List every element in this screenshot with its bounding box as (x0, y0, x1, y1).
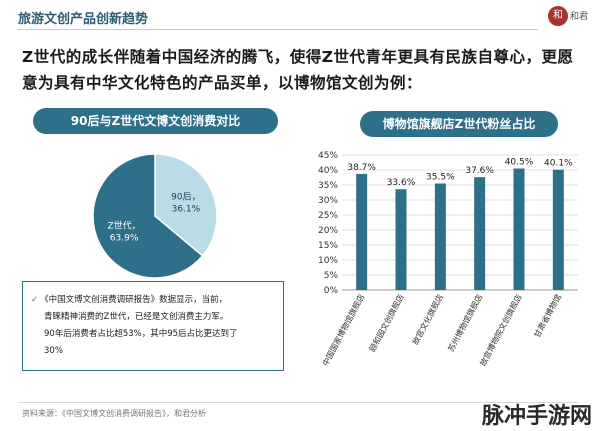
bar-value-label: 40.5% (505, 158, 534, 168)
note-box: ✓ 《中国文博文创消费调研报告》数据显示，当前， 青睐精神消费的Z世代，已经是文创… (22, 281, 284, 371)
note-line: 青睐精神消费的Z世代，已经是文创消费主力军。 (31, 309, 277, 326)
y-tick-label: 30% (318, 196, 338, 206)
y-tick-label: 20% (318, 226, 338, 236)
watermark: 脉冲手游网 (481, 404, 592, 429)
brand-logo-text: 和君 (570, 12, 589, 22)
note-line: 90年后消费者占比超53%，其中95后占比更达到了 (31, 326, 277, 343)
y-tick-label: 40% (318, 166, 338, 176)
note-line: 30% (31, 343, 277, 360)
note-line-text: 青睐精神消费的Z世代，已经是文创消费主力军。 (44, 312, 229, 322)
bar (395, 189, 407, 290)
y-tick-label: 15% (318, 241, 338, 251)
headline: Z世代的成长伴随着中国经济的腾飞，使得Z世代青年更具有民族自尊心，更愿意为具有中… (22, 48, 574, 92)
bar (434, 183, 446, 290)
bar-value-label: 38.7% (347, 163, 376, 173)
pie-slice-value: 36.1% (172, 205, 201, 215)
note-line-text: 90年后消费者占比超53%，其中95后占比更达到了 (44, 329, 238, 339)
x-category-label: 颐和园文创旗舰店 (367, 292, 406, 353)
x-category-label: 甘肃省博物馆 (532, 292, 563, 339)
x-category-label: 苏州博物馆旗舰店 (446, 292, 485, 353)
bar-value-label: 35.5% (426, 173, 455, 183)
y-tick-label: 5% (324, 271, 339, 281)
source-footnote: 资料来源：《中国文博文创消费调研报告》，和君分析 (22, 409, 206, 418)
pie-slice-label: 90后， (171, 192, 200, 203)
footer-divider (18, 402, 578, 403)
note-line-text: 《中国文博文创消费调研报告》数据显示，当前， (40, 295, 228, 305)
bar-value-label: 33.6% (387, 178, 416, 188)
pie-slice (92, 153, 204, 279)
y-tick-label: 0% (324, 286, 339, 296)
pie-slice-value: 63.9% (110, 233, 139, 243)
bar-value-label: 40.1% (544, 159, 573, 169)
x-category-label: 故宫文化旗舰店 (410, 292, 445, 346)
bar (552, 169, 564, 290)
brand-logo-icon: 和 (548, 6, 568, 26)
bar-panel-title: 博物馆旗舰店Z世代粉丝占比 (360, 111, 558, 137)
y-tick-label: 10% (318, 256, 338, 266)
pie-panel-title: 90后与Z世代文博文创消费对比 (33, 108, 278, 134)
page-header: 旅游文创产品创新趋势 (18, 12, 149, 27)
pie-chart: 90后， 36.1% Z世代， 63.9% (92, 153, 218, 279)
note-line: ✓ 《中国文博文创消费调研报告》数据显示，当前， (31, 292, 277, 309)
y-tick-label: 35% (318, 181, 338, 191)
pie-slice-label: Z世代， (108, 219, 141, 231)
bar-value-label: 37.6% (465, 166, 494, 176)
header-divider (18, 29, 538, 30)
note-line-text: 30% (44, 346, 63, 356)
bar (474, 177, 486, 290)
y-tick-label: 45% (318, 151, 338, 161)
check-icon: ✓ (31, 295, 39, 305)
y-tick-label: 25% (318, 211, 338, 221)
bar (513, 168, 525, 290)
x-category-label: 中国国家博物馆旗舰店 (320, 292, 366, 367)
top-bar: 旅游文创产品创新趋势 和 和君 (0, 0, 600, 34)
bar-chart: 0% 5% 10% 15% 20% 25% 30% 35% 40% 45% 38.7% 中国国家博物馆… (318, 151, 578, 368)
x-category-label: 故宫博物院文创旗舰店 (477, 292, 523, 367)
bar (356, 173, 368, 290)
pie-slice (154, 153, 218, 257)
